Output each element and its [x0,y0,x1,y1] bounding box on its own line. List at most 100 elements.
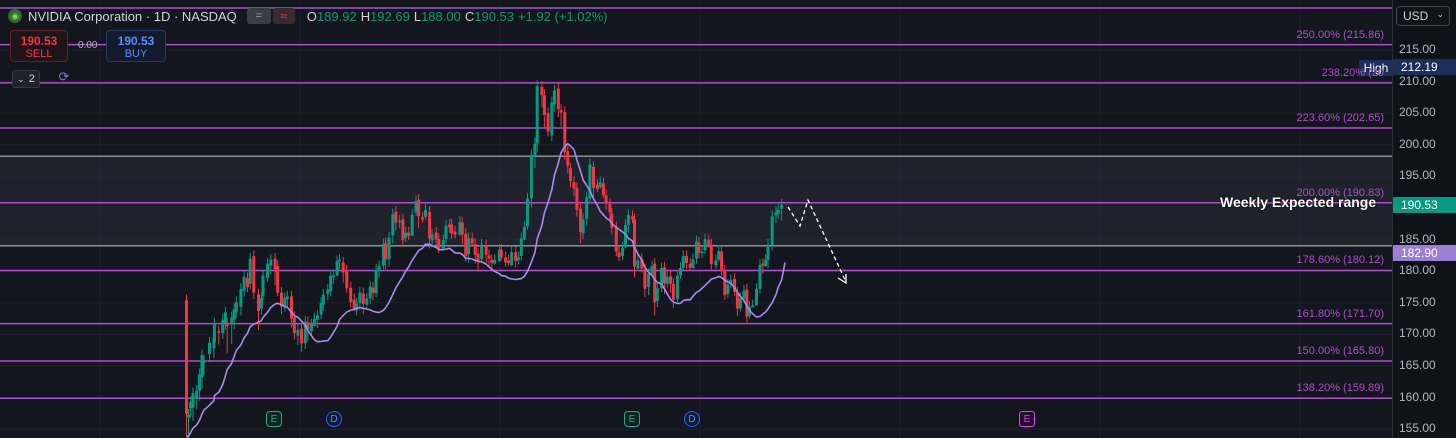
candle-body [450,224,454,234]
candle-body [430,234,434,241]
symbol-title[interactable]: NVIDIA Corporation · 1D · NASDAQ [28,8,237,24]
candle-body [394,211,398,223]
dividend-marker[interactable]: D [684,411,700,427]
candle-body [221,319,225,334]
candle-body [726,284,730,294]
price-tick: 160.00 [1399,389,1436,404]
candle-body [633,219,636,267]
candle-body [487,255,491,259]
candle-body [246,278,249,287]
fib-label: 138.20% (159.89) [1296,382,1384,395]
last-price-badge: 190.53 [1393,196,1456,213]
candle-body [526,198,529,227]
sell-button[interactable]: 190.53 SELL [10,30,68,62]
candle-body [685,256,688,263]
earnings-marker[interactable]: E [266,411,282,427]
candle-body [290,296,293,319]
candle-body [212,323,216,343]
candle-body [230,317,234,324]
candle-body [384,243,388,260]
earnings-marker[interactable]: E [624,411,640,427]
candle-body [414,201,418,213]
candle-body [499,249,503,258]
currency-select[interactable]: USD ⌄ [1396,6,1450,26]
fib-label: 178.60% (180.12) [1296,254,1384,267]
candle-body [533,143,537,155]
candle-body [437,238,441,249]
candle-body [398,220,402,223]
layers-toggle[interactable]: ⌄ 2 [12,70,40,88]
fib-label: 200.00% (190.83) [1296,186,1384,199]
candle-body [569,168,572,181]
candle-body [601,183,605,196]
candle-body [261,275,265,297]
candle-body [269,259,273,266]
candle-body [368,286,372,299]
candle-body [626,214,630,226]
high-key: H [360,8,371,24]
candle-body [321,294,325,305]
candle-body [647,273,651,287]
candle-body [252,256,256,293]
candle-body [460,222,464,235]
candle-body [315,315,319,320]
candle-body [195,390,199,399]
candle-body [358,292,362,303]
chart-area[interactable] [0,0,1392,438]
candle-body [434,232,438,240]
price-chart[interactable] [0,0,1392,438]
buy-button[interactable]: 190.53 BUY [106,30,166,62]
candle-body [239,288,243,307]
candle-body [417,199,421,217]
candle-body [640,259,644,269]
chevron-down-icon: ⌄ [17,73,25,84]
candle-body [714,260,718,266]
equals-icon[interactable]: = [246,8,271,24]
weekly-range-box [0,156,1392,246]
candle-body [735,292,739,309]
candle-body [665,276,669,284]
candle-body [653,263,657,303]
candle-body [365,298,369,305]
sync-icon[interactable]: ⟳ [58,69,70,84]
candle-body [453,231,457,235]
candle-body [329,275,333,292]
candle-body [770,216,774,246]
candle-body [225,323,229,327]
candle-body [352,299,356,310]
fib-label: 161.80% (171.70) [1296,307,1384,320]
candle-body [717,250,721,260]
price-tick: 155.00 [1399,421,1436,436]
candle-body [504,257,508,263]
price-axis[interactable]: 215.00210.00205.00200.00195.00190.00185.… [1392,0,1456,438]
candle-body [280,292,283,307]
candle-body [631,216,634,220]
candle-body [575,187,579,210]
dividend-marker[interactable]: D [326,411,342,427]
candle-body [326,289,330,294]
candle-body [709,244,713,265]
candle-body [464,233,468,257]
candle-body [681,256,685,269]
low-value: 188.00 [421,8,461,24]
buy-label: BUY [124,48,148,60]
nvidia-logo-icon: ◉ [8,9,22,23]
candle-body [476,253,480,262]
chevron-down-icon: ⌄ [1436,9,1444,19]
earnings-marker[interactable]: E [1019,411,1035,427]
candle-body [671,283,675,300]
candle-body [550,102,554,136]
wave-icon[interactable]: ≈ [272,8,295,24]
candle-body [332,275,336,278]
candle-body [444,225,448,239]
candle-body [441,240,445,249]
candle-body [516,257,520,261]
currency-label: USD [1403,9,1429,23]
candle-body [410,214,414,236]
candle-body [404,232,408,238]
candle-body [755,288,758,306]
candle-body [581,219,585,234]
weekly-range-label: Weekly Expected range [1220,194,1377,210]
ma-price-badge: 182.90 [1393,244,1456,261]
candle-body [585,197,589,219]
